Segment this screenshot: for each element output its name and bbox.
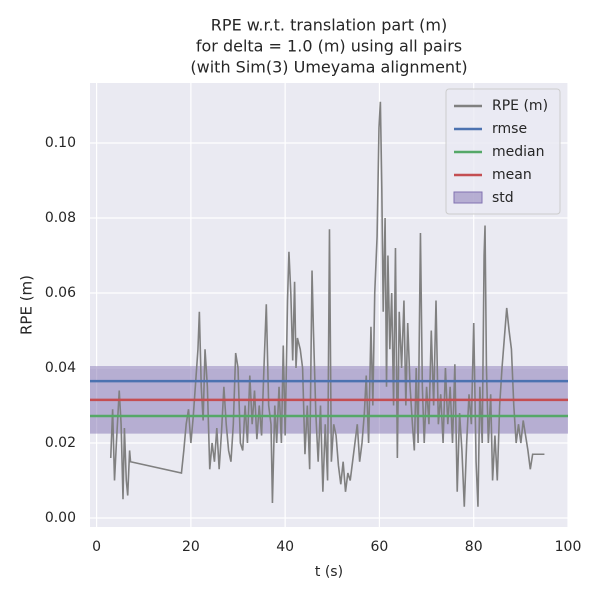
- x-tick-label: 80: [465, 539, 483, 555]
- legend-label: std: [492, 190, 514, 206]
- y-tick-label: 0.10: [45, 135, 76, 151]
- chart-title: for delta = 1.0 (m) using all pairs: [196, 37, 462, 56]
- x-tick-label: 0: [92, 539, 101, 555]
- chart-title: RPE w.r.t. translation part (m): [211, 16, 447, 35]
- y-tick-label: 0.06: [45, 285, 76, 301]
- x-axis-label: t (s): [315, 564, 343, 580]
- y-axis-label: RPE (m): [18, 275, 36, 335]
- y-tick-label: 0.04: [45, 360, 76, 376]
- x-tick-label: 100: [555, 539, 582, 555]
- y-tick-label: 0.00: [45, 510, 76, 526]
- legend: RPE (m) rmse median mean std: [445, 88, 561, 215]
- legend-label: RPE (m): [492, 98, 548, 114]
- legend-swatch: [453, 191, 483, 204]
- legend-box: [445, 88, 561, 215]
- x-tick-label: 40: [276, 539, 294, 555]
- chart-title: (with Sim(3) Umeyama alignment): [190, 58, 467, 77]
- marks: [90, 101, 568, 507]
- x-tick-label: 60: [371, 539, 389, 555]
- labels: RPE w.r.t. translation part (m) for delta…: [18, 16, 582, 581]
- y-tick-label: 0.08: [45, 210, 76, 226]
- legend-label: mean: [492, 167, 532, 183]
- legend-label: median: [492, 144, 544, 160]
- y-tick-label: 0.02: [45, 435, 76, 451]
- legend-label: rmse: [492, 121, 527, 137]
- x-tick-label: 20: [182, 539, 200, 555]
